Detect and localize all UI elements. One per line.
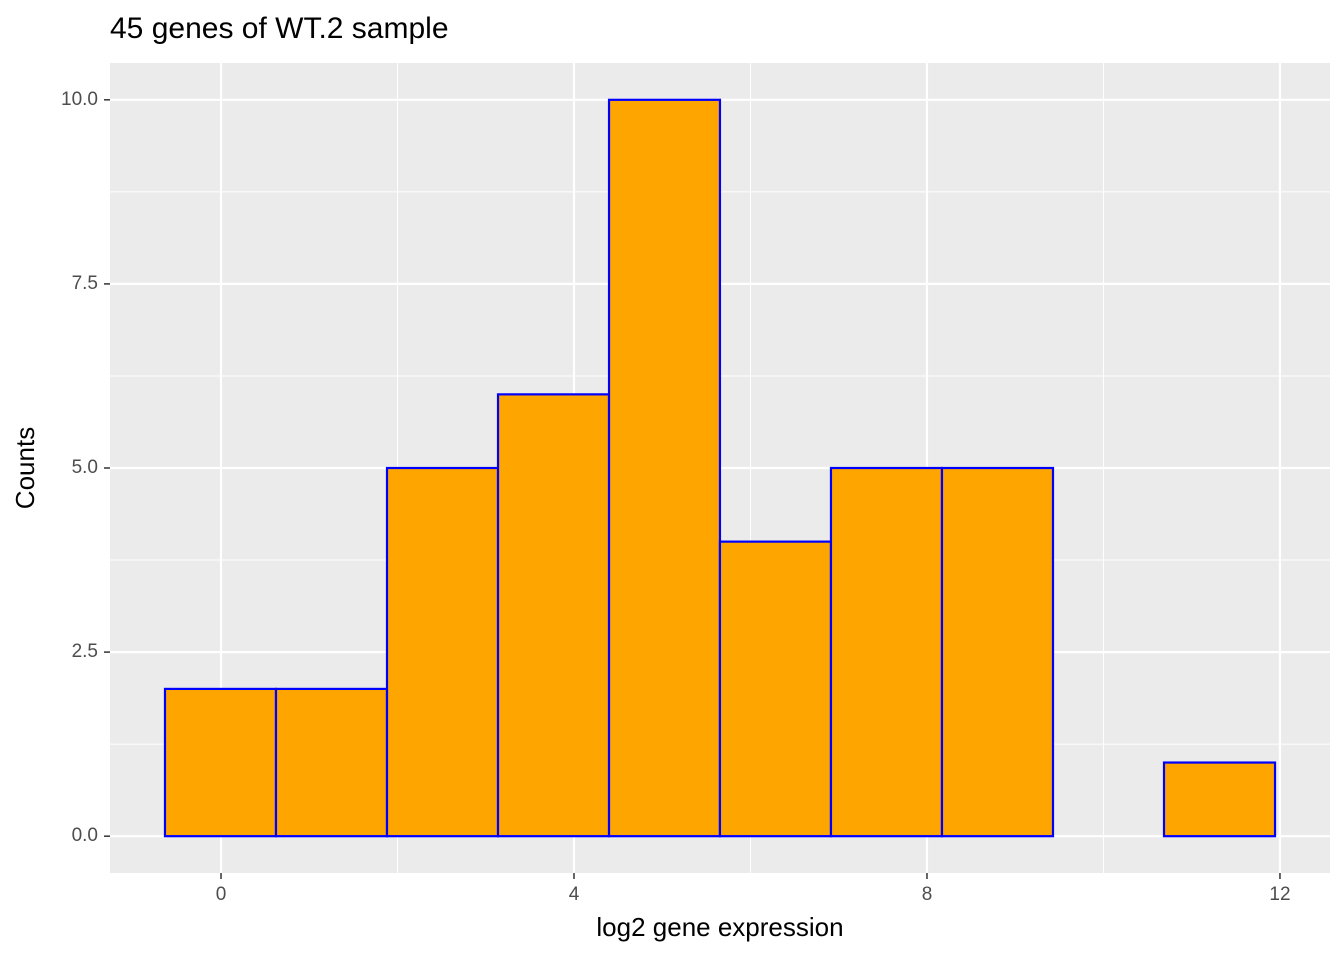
bar bbox=[718, 540, 833, 838]
y-tick-label: 0.0 bbox=[72, 825, 98, 846]
y-tick-label: 2.5 bbox=[72, 641, 98, 662]
y-tick-label: 7.5 bbox=[72, 273, 98, 294]
bars bbox=[163, 98, 1277, 838]
axes: 0 4 8 12 0.0 2.5 5.0 7.5 10.0 bbox=[61, 89, 1291, 905]
x-tick-label: 12 bbox=[1269, 884, 1290, 905]
x-tick-label: 8 bbox=[922, 884, 933, 905]
bar bbox=[496, 393, 611, 838]
bar bbox=[1162, 761, 1277, 838]
bar bbox=[274, 687, 389, 838]
bar bbox=[607, 98, 722, 838]
bar bbox=[163, 687, 278, 838]
x-axis-label: log2 gene expression bbox=[596, 912, 843, 942]
y-axis-label: Counts bbox=[10, 427, 40, 509]
chart-title: 45 genes of WT.2 sample bbox=[110, 12, 449, 45]
bar bbox=[385, 466, 500, 838]
bar bbox=[829, 466, 944, 838]
x-tick-label: 4 bbox=[569, 884, 580, 905]
x-tick-label: 0 bbox=[216, 884, 227, 905]
bar bbox=[940, 466, 1055, 838]
y-tick-label: 5.0 bbox=[72, 457, 98, 478]
y-tick-label: 10.0 bbox=[61, 89, 98, 110]
